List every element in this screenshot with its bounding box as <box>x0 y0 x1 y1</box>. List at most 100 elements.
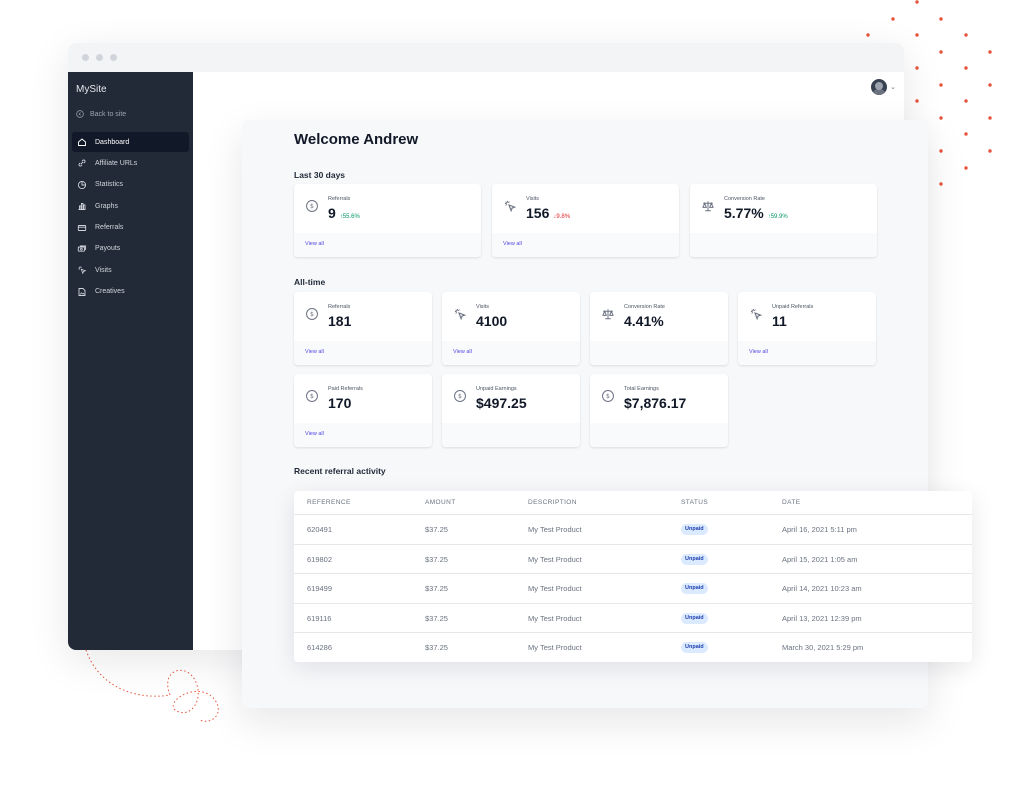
browser-toolbar <box>68 43 904 72</box>
column-header-description[interactable]: DESCRIPTION <box>528 499 577 506</box>
stat-value: 181 <box>328 313 352 329</box>
table-row[interactable]: 619116 $37.25 My Test Product Unpaid April 1… <box>294 604 972 633</box>
card-footer <box>590 341 728 365</box>
sidebar-item-payouts[interactable]: Payouts <box>72 239 189 259</box>
cell-amount: $37.25 <box>425 554 448 564</box>
back-to-site-label: Back to site <box>90 110 127 118</box>
decor-dot <box>939 17 943 21</box>
alltime-card-total-earnings: $ Total Earnings $7,876.17 <box>590 374 728 447</box>
stat-value-wrap: 4.41% <box>624 313 664 329</box>
table-row[interactable]: 614286 $37.25 My Test Product Unpaid March 3… <box>294 633 972 662</box>
window-minimize-dot[interactable] <box>96 54 103 61</box>
card-icon-wrap: $ <box>305 199 319 213</box>
svg-text:$: $ <box>458 393 462 400</box>
card-icon-wrap <box>749 307 763 321</box>
stat-value-wrap: 170 <box>328 395 351 411</box>
sidebar-item-label: Dashboard <box>95 138 130 146</box>
stat-value: 5.77% <box>724 205 764 221</box>
alltime-card-conversion-rate: Conversion Rate 4.41% <box>590 292 728 365</box>
sidebar-item-label: Graphs <box>95 202 118 210</box>
stat-value: 4.41% <box>624 313 664 329</box>
view-all-link[interactable]: View all <box>503 241 522 247</box>
stat-label: Unpaid Referrals <box>772 304 814 310</box>
card-icon-wrap <box>453 307 467 321</box>
view-all-link[interactable]: View all <box>453 349 472 355</box>
stat-label: Paid Referrals <box>328 386 363 392</box>
card-icon-wrap: $ <box>305 389 319 403</box>
table-row[interactable]: 619499 $37.25 My Test Product Unpaid April 1… <box>294 574 972 604</box>
stat-value-wrap: 5.77% ↑59.9% <box>724 205 788 221</box>
decor-dot <box>988 116 992 120</box>
last30-card-conversion-rate: Conversion Rate 5.77% ↑59.9% <box>690 184 877 257</box>
arrow-circle-left-icon <box>76 110 84 118</box>
table-header: REFERENCE AMOUNT DESCRIPTION STATUS DATE <box>294 491 972 515</box>
column-header-date[interactable]: DATE <box>782 499 801 506</box>
stat-value-wrap: 4100 <box>476 313 507 329</box>
stat-value: $7,876.17 <box>624 395 687 411</box>
column-header-reference[interactable]: REFERENCE <box>307 499 351 506</box>
column-header-amount[interactable]: AMOUNT <box>425 499 456 506</box>
svg-text:$: $ <box>310 203 314 210</box>
stat-value-wrap: 11 <box>772 313 787 329</box>
column-header-status[interactable]: STATUS <box>681 499 709 506</box>
svg-text:$: $ <box>310 393 314 400</box>
view-all-link[interactable]: View all <box>305 241 324 247</box>
table-row[interactable]: 620491 $37.25 My Test Product Unpaid April 1… <box>294 515 972 545</box>
table-row[interactable]: 619802 $37.25 My Test Product Unpaid April 1… <box>294 545 972 574</box>
decor-dot <box>939 149 943 153</box>
decor-dot <box>891 17 895 21</box>
sidebar: MySite Back to site Dashboard Affiliate U… <box>68 72 193 650</box>
decor-dot <box>964 66 968 70</box>
decor-dot <box>866 33 870 37</box>
last30-card-visits: Visits 156 ↓9.8% View all <box>492 184 679 257</box>
sidebar-item-creatives[interactable]: Creatives <box>72 282 189 302</box>
cell-amount: $37.25 <box>425 613 448 623</box>
sidebar-item-affiliate-urls[interactable]: Affiliate URLs <box>72 153 189 173</box>
card-body: Visits 156 ↓9.8% <box>492 184 679 232</box>
card-footer: View all <box>294 423 432 447</box>
arrow-up-icon: ↑ <box>339 214 343 220</box>
back-to-site-link[interactable]: Back to site <box>76 110 185 118</box>
decor-dot <box>939 116 943 120</box>
window-close-dot[interactable] <box>82 54 89 61</box>
decor-dot <box>988 149 992 153</box>
user-menu[interactable]: ⌄ <box>871 79 896 95</box>
decor-dot <box>988 83 992 87</box>
brand-name[interactable]: MySite <box>76 84 107 95</box>
last30-card-referrals: $ Referrals 9 ↑55.6% View all <box>294 184 481 257</box>
sidebar-item-graphs[interactable]: Graphs <box>72 196 189 216</box>
decor-dot <box>964 166 968 170</box>
decor-dot <box>939 83 943 87</box>
scale-icon <box>702 201 714 212</box>
view-all-link[interactable]: View all <box>305 431 324 437</box>
status-badge: Unpaid <box>681 583 708 594</box>
card-icon-wrap <box>701 199 715 213</box>
sidebar-item-visits[interactable]: Visits <box>72 260 189 280</box>
stat-value: $497.25 <box>476 395 527 411</box>
chevron-down-icon: ⌄ <box>890 84 896 91</box>
cursor-click-icon <box>454 308 467 321</box>
view-all-link[interactable]: View all <box>305 349 324 355</box>
cell-reference: 619499 <box>307 584 333 593</box>
alltime-card-visits: Visits 4100 View all <box>442 292 580 365</box>
window-maximize-dot[interactable] <box>110 54 117 61</box>
avatar[interactable] <box>871 79 888 95</box>
decor-dot <box>964 99 968 103</box>
credit-card-icon <box>77 224 87 231</box>
view-all-link[interactable]: View all <box>749 349 768 355</box>
card-footer: View all <box>492 233 679 257</box>
sidebar-item-statistics[interactable]: Statistics <box>72 175 189 195</box>
alltime-card-referrals: $ Referrals 181 View all <box>294 292 432 365</box>
cell-date: April 15, 2021 1:05 am <box>782 554 858 564</box>
card-body: Conversion Rate 5.77% ↑59.9% <box>690 184 877 232</box>
cursor-click-icon <box>78 266 87 275</box>
sidebar-item-dashboard[interactable]: Dashboard <box>72 132 189 152</box>
sidebar-item-label: Creatives <box>95 288 125 296</box>
stat-value: 156 <box>526 205 550 221</box>
sidebar-item-referrals[interactable]: Referrals <box>72 218 189 238</box>
status-badge: Unpaid <box>681 612 708 624</box>
home-icon <box>78 138 86 146</box>
card-body: $ Total Earnings $7,876.17 <box>590 374 728 422</box>
sidebar-nav: Dashboard Affiliate URLs Statistics Graphs R… <box>68 132 193 302</box>
